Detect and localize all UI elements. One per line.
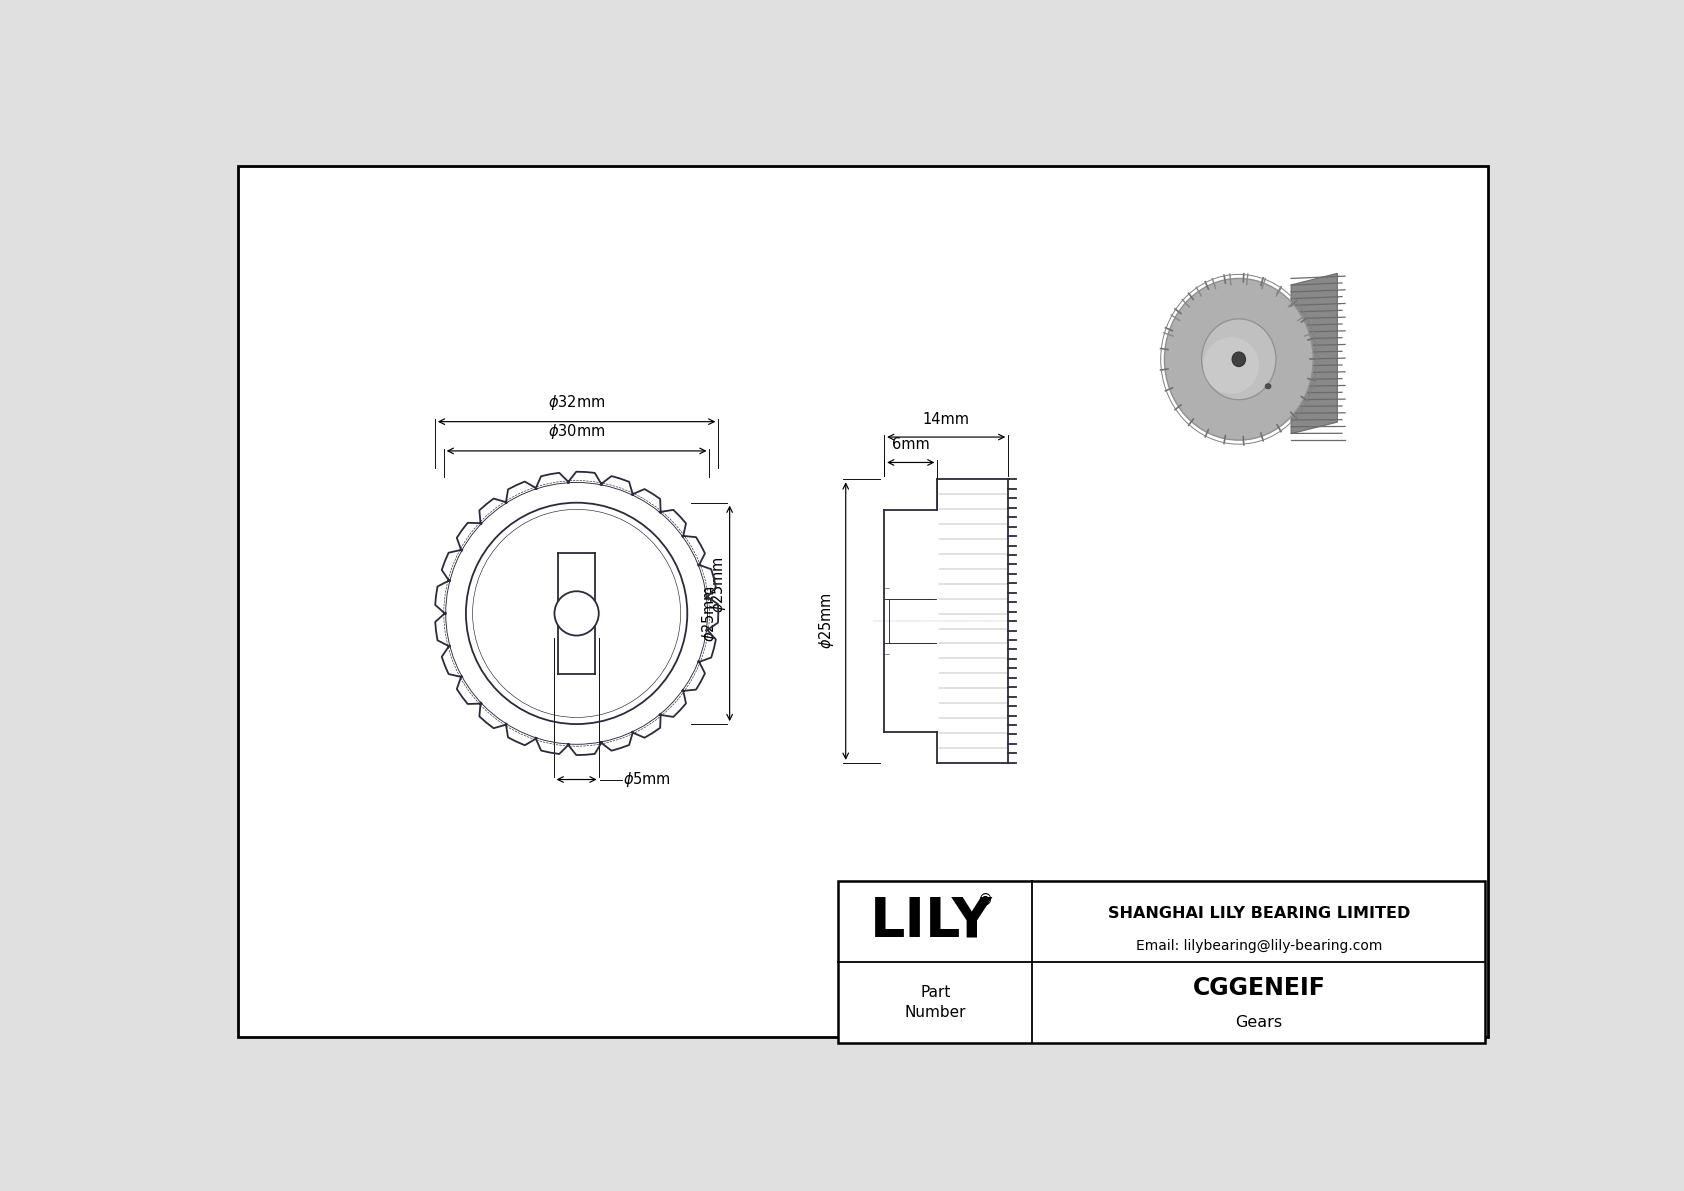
Text: ®: ® — [978, 893, 994, 908]
Text: CGGENEIF: CGGENEIF — [1192, 977, 1325, 1000]
Ellipse shape — [1233, 353, 1246, 367]
Text: $\phi$32mm: $\phi$32mm — [547, 393, 605, 412]
Text: $\phi$25mm: $\phi$25mm — [709, 556, 729, 613]
Ellipse shape — [1164, 279, 1314, 441]
Text: 6mm: 6mm — [893, 437, 930, 453]
Text: Email: lilybearing@lily-bearing.com: Email: lilybearing@lily-bearing.com — [1135, 939, 1383, 953]
Text: Part
Number: Part Number — [904, 985, 967, 1019]
Text: $\phi$30mm: $\phi$30mm — [547, 422, 605, 441]
Ellipse shape — [1202, 337, 1260, 394]
Ellipse shape — [1265, 384, 1271, 388]
Bar — [839, 881, 1485, 1043]
Text: $\phi$5mm: $\phi$5mm — [623, 771, 670, 788]
Text: Gears: Gears — [1236, 1015, 1283, 1029]
Text: SHANGHAI LILY BEARING LIMITED: SHANGHAI LILY BEARING LIMITED — [1108, 906, 1410, 921]
Text: $\phi$25mm: $\phi$25mm — [817, 593, 837, 649]
Circle shape — [554, 591, 600, 636]
Text: $\phi$25mm: $\phi$25mm — [701, 585, 719, 642]
Text: 14mm: 14mm — [923, 412, 970, 428]
Text: LILY: LILY — [871, 894, 994, 949]
Ellipse shape — [1202, 319, 1276, 400]
Polygon shape — [1292, 274, 1337, 434]
